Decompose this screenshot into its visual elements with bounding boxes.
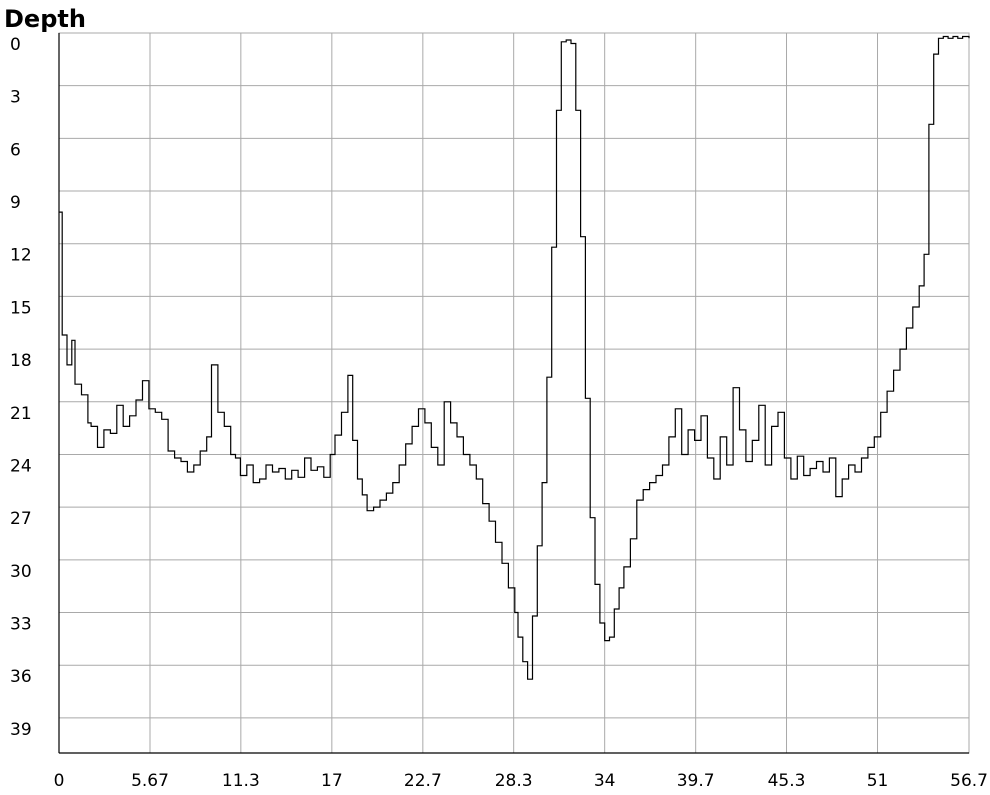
y-tick-label: 36 [10, 667, 32, 687]
x-tick-label: 22.7 [404, 771, 442, 791]
y-tick-label: 6 [10, 140, 21, 160]
series-line-depth [59, 35, 970, 680]
y-tick-label: 15 [10, 298, 32, 318]
y-tick-label: 3 [10, 88, 21, 108]
x-tick-labels: 0 5.67 11.3 17 22.7 28.3 34 39.7 45.3 51 56.7 [54, 771, 988, 791]
y-tick-label: 24 [10, 456, 32, 476]
x-tick-label: 51 [867, 771, 889, 791]
chart-title: Depth [4, 5, 86, 33]
y-tick-label: 33 [10, 615, 32, 635]
y-tick-label: 27 [10, 509, 32, 529]
x-tick-label: 34 [594, 771, 616, 791]
y-tick-label: 39 [10, 720, 32, 740]
x-tick-label: 45.3 [768, 771, 806, 791]
x-tick-label: 39.7 [677, 771, 715, 791]
x-tick-label: 0 [54, 771, 65, 791]
y-tick-label: 0 [10, 35, 21, 55]
y-tick-label: 12 [10, 246, 32, 266]
x-tick-label: 17 [321, 771, 343, 791]
y-tick-label: 9 [10, 193, 21, 213]
x-tick-label: 5.67 [131, 771, 169, 791]
x-tick-label: 28.3 [495, 771, 533, 791]
x-tick-label: 56.7 [950, 771, 988, 791]
x-gridlines [149, 33, 970, 753]
y-tick-label: 30 [10, 562, 32, 582]
y-tick-label: 18 [10, 351, 32, 371]
x-tick-label: 11.3 [222, 771, 260, 791]
y-tick-label: 21 [10, 404, 32, 424]
